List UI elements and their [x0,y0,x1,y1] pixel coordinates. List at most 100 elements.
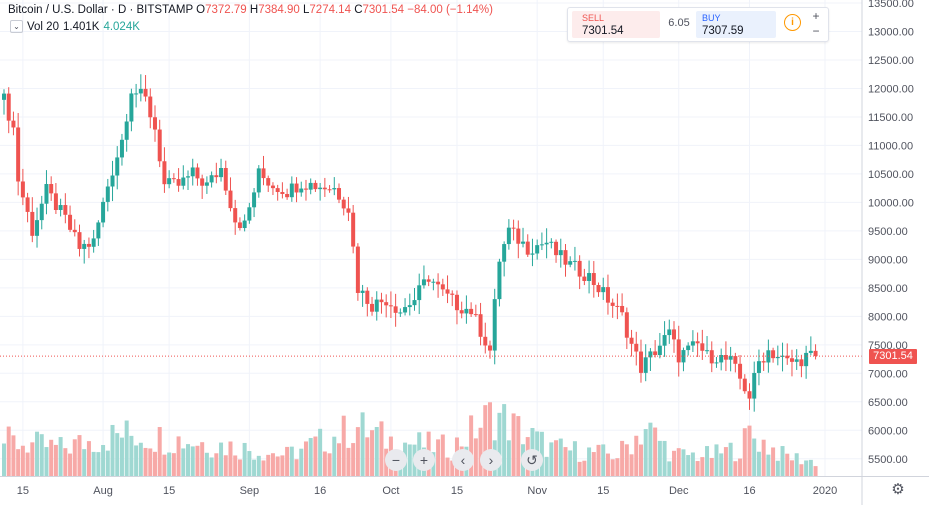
candle-body [662,335,667,346]
volume-bar [280,455,285,476]
volume-bar [101,445,106,476]
candle-body [459,310,464,314]
volume-bar [190,446,195,476]
y-tick-label: 8500.00 [868,283,908,295]
trade-panel: SELL 7301.54 6.05 BUY 7307.59 i + − [567,7,829,42]
volume-bar [469,415,474,476]
symbol-name[interactable]: Bitcoin / U.S. Dollar [8,4,108,16]
legend-separator: · [110,4,115,16]
candle-body [115,157,120,176]
candle-body [289,183,294,198]
candle-body [709,350,714,364]
exchange-label: BITSTAMP [136,4,193,16]
candle-body [186,176,191,178]
volume-bar [766,454,771,476]
volume-bar [72,439,77,476]
candle-body [535,245,540,254]
x-tick-label: 15 [597,485,609,497]
info-icon[interactable]: i [784,14,801,31]
volume-bar [596,444,601,476]
candle-body [440,284,445,290]
candle-body [690,341,695,346]
candle-body [379,299,384,303]
x-tick-label: Aug [93,485,113,497]
volume-indicator-label[interactable]: Vol 20 [27,20,59,33]
buy-price: 7307.59 [702,25,744,37]
candle-body [129,93,134,122]
sell-label: SELL [582,13,605,23]
candle-body [436,281,441,285]
volume-bar [129,435,134,476]
volume-bar [662,440,667,476]
candle-body [63,205,68,215]
candle-body [775,356,780,359]
volume-bar [181,448,186,476]
close-value: 7301.54 [362,4,405,16]
volume-bar [2,443,6,476]
candle-body [681,350,686,363]
volume-bar [219,442,224,476]
volume-bar [351,443,356,476]
volume-bar [714,444,719,476]
volume-bar [162,454,167,476]
candle-body [318,187,323,190]
volume-bar [82,449,87,476]
candle-body [214,175,219,178]
buy-button[interactable]: BUY 7307.59 [696,11,776,38]
volume-bar [110,424,115,476]
volume-bar [813,466,818,476]
y-tick-label: 8000.00 [868,311,908,323]
increase-button[interactable]: + [812,9,820,23]
volume-bar [365,437,370,476]
volume-bar [16,449,21,476]
zoom-in-button[interactable]: + [413,449,435,471]
candle-body [370,303,375,312]
candle-body [204,182,209,186]
volume-bar [747,425,752,476]
reset-chart-button[interactable]: ↺ [521,449,543,471]
candle-body [756,361,761,373]
volume-bar [440,434,445,476]
candle-body [360,290,365,293]
volume-ma-value: 4.024K [103,20,140,33]
zoom-out-button[interactable]: − [385,449,407,471]
scroll-right-button[interactable]: › [480,449,502,471]
candle-body [747,391,752,399]
decrease-button[interactable]: − [812,24,820,38]
candle-body [237,222,242,229]
volume-bar [223,455,228,476]
volume-bar [171,453,176,476]
candle-body [86,243,91,247]
high-label: H [249,4,259,16]
candle-body [256,168,261,193]
volume-bar [648,422,653,476]
candle-body [407,305,412,308]
x-tick-label: 15 [17,485,29,497]
x-tick-label: 15 [451,485,463,497]
volume-bar [681,449,686,476]
volume-bar [799,464,804,476]
volume-bar [379,421,384,476]
volume-bar [756,451,761,476]
volume-bar [86,441,91,476]
scroll-left-button[interactable]: ‹ [452,449,474,471]
volume-bar [167,452,172,476]
chart-legend: Bitcoin / U.S. Dollar · D · BITSTAMP O73… [8,4,493,16]
settings-gear-icon[interactable]: ⚙ [891,481,905,498]
candle-body [813,350,818,357]
volume-bar [186,444,191,476]
candle-body [247,207,252,221]
volume-bar [374,426,379,476]
sell-button[interactable]: SELL 7301.54 [572,11,660,38]
x-tick-label: Dec [669,485,689,497]
candle-body [143,88,148,97]
volume-bar [771,447,776,476]
volume-bar [299,448,304,476]
volume-bar [695,461,700,476]
candle-body [30,211,35,236]
candle-body [266,178,271,186]
collapse-chevron-icon[interactable]: ⌄ [10,20,23,33]
candle-body [261,168,266,179]
